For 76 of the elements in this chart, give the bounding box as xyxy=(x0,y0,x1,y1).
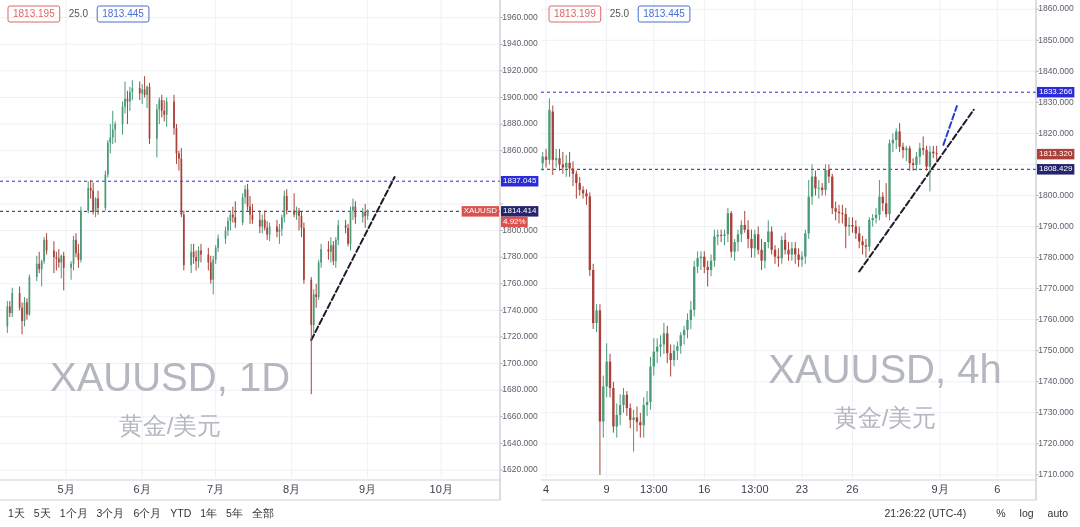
y-tick-label: 1760.000 xyxy=(502,277,538,288)
text: 1天 xyxy=(8,506,25,519)
ref-line-label: 1833.266 xyxy=(1039,87,1073,97)
x-tick-label: 8月 xyxy=(283,482,301,495)
annotation: 25.0 xyxy=(609,7,630,19)
y-tick-label: 1840.000 xyxy=(1038,65,1074,76)
text: 黄金/美元 xyxy=(118,412,222,440)
text: auto xyxy=(1047,506,1069,519)
y-tick-label: 1740.000 xyxy=(1038,376,1074,387)
text: 5天 xyxy=(33,506,51,519)
y-tick-label: 1800.000 xyxy=(1038,189,1074,200)
text: % xyxy=(996,506,1006,519)
y-tick-label: 1850.000 xyxy=(1038,34,1074,45)
x-tick-label: 23 xyxy=(795,482,809,495)
text: XAUUSD, 1D xyxy=(49,354,291,399)
text: log xyxy=(1019,506,1034,519)
y-tick-label: 1780.000 xyxy=(1038,251,1074,262)
x-tick-label: 5月 xyxy=(57,482,75,495)
y-tick-label: 1680.000 xyxy=(502,384,538,395)
text: YTD xyxy=(170,506,192,519)
y-tick-label: 1700.000 xyxy=(502,357,538,368)
y-tick-label: 1710.000 xyxy=(1038,469,1074,480)
text: 5年 xyxy=(226,506,243,519)
text: 21:26:22 (UTC-4) xyxy=(884,506,967,519)
x-tick-label: 9 xyxy=(603,482,610,495)
x-tick-label: 13:00 xyxy=(640,482,668,495)
y-tick-label: 1750.000 xyxy=(1038,344,1074,355)
y-tick-label: 1760.000 xyxy=(1038,313,1074,324)
y-tick-label: 1960.000 xyxy=(502,11,538,22)
y-tick-label: 1730.000 xyxy=(1038,407,1074,418)
text: 1813.320 xyxy=(1039,149,1073,159)
ref-line-label: 1837.045 xyxy=(503,176,537,186)
x-tick-label: 7月 xyxy=(207,482,225,495)
annotation: 25.0 xyxy=(68,7,89,19)
x-tick-label: 6月 xyxy=(133,482,151,495)
y-tick-label: 1790.000 xyxy=(1038,220,1074,231)
x-tick-label: 9月 xyxy=(359,482,377,495)
text: 1年 xyxy=(200,506,218,519)
annotation: 1813.195 xyxy=(13,7,56,19)
text: 1个月 xyxy=(59,506,88,519)
annotation: 1813.199 xyxy=(554,7,597,19)
y-tick-label: 1920.000 xyxy=(502,65,538,76)
y-tick-label: 1900.000 xyxy=(502,91,538,102)
y-tick-label: 1720.000 xyxy=(502,331,538,342)
y-tick-label: 1780.000 xyxy=(502,251,538,262)
ref-line-label: 1814.414 xyxy=(503,206,537,216)
text: 黄金/美元 xyxy=(833,404,937,432)
x-tick-label: 26 xyxy=(846,482,859,495)
y-tick-label: 1860.000 xyxy=(1038,3,1074,14)
y-tick-label: 1830.000 xyxy=(1038,96,1074,107)
y-tick-label: 1640.000 xyxy=(502,437,538,448)
y-tick-label: 1820.000 xyxy=(1038,127,1074,138)
x-tick-label: 4 xyxy=(542,482,550,495)
y-tick-label: 1660.000 xyxy=(502,411,538,422)
y-tick-label: 1620.000 xyxy=(502,464,538,475)
y-tick-label: 1800.000 xyxy=(502,224,538,235)
x-tick-label: 9月 xyxy=(931,482,949,495)
y-tick-label: 1740.000 xyxy=(502,304,538,315)
annotation: 1813.445 xyxy=(102,7,145,19)
y-tick-label: 1770.000 xyxy=(1038,282,1074,293)
annotation: XAUUSD xyxy=(463,206,498,216)
ref-line-label: 1808.429 xyxy=(1039,164,1073,174)
y-tick-label: 1720.000 xyxy=(1038,438,1074,449)
x-tick-label: 10月 xyxy=(429,482,453,495)
y-tick-label: 1940.000 xyxy=(502,38,538,49)
text: XAUUSD, 4h xyxy=(768,346,1002,391)
text: 3个月 xyxy=(96,506,125,519)
x-tick-label: 13:00 xyxy=(741,482,769,495)
annotation: 1813.445 xyxy=(643,7,686,19)
text: 4.92% xyxy=(503,216,526,226)
y-tick-label: 1880.000 xyxy=(502,118,538,129)
text: 全部 xyxy=(251,506,274,519)
x-tick-label: 6 xyxy=(994,482,1001,495)
y-tick-label: 1860.000 xyxy=(502,144,538,155)
x-tick-label: 16 xyxy=(698,482,711,495)
text: 6个月 xyxy=(133,506,162,519)
